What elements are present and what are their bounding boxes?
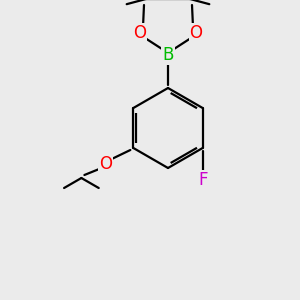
Text: O: O [99, 155, 112, 173]
Text: B: B [162, 46, 174, 64]
Text: F: F [198, 171, 207, 189]
Text: O: O [134, 24, 146, 42]
Text: O: O [190, 24, 202, 42]
